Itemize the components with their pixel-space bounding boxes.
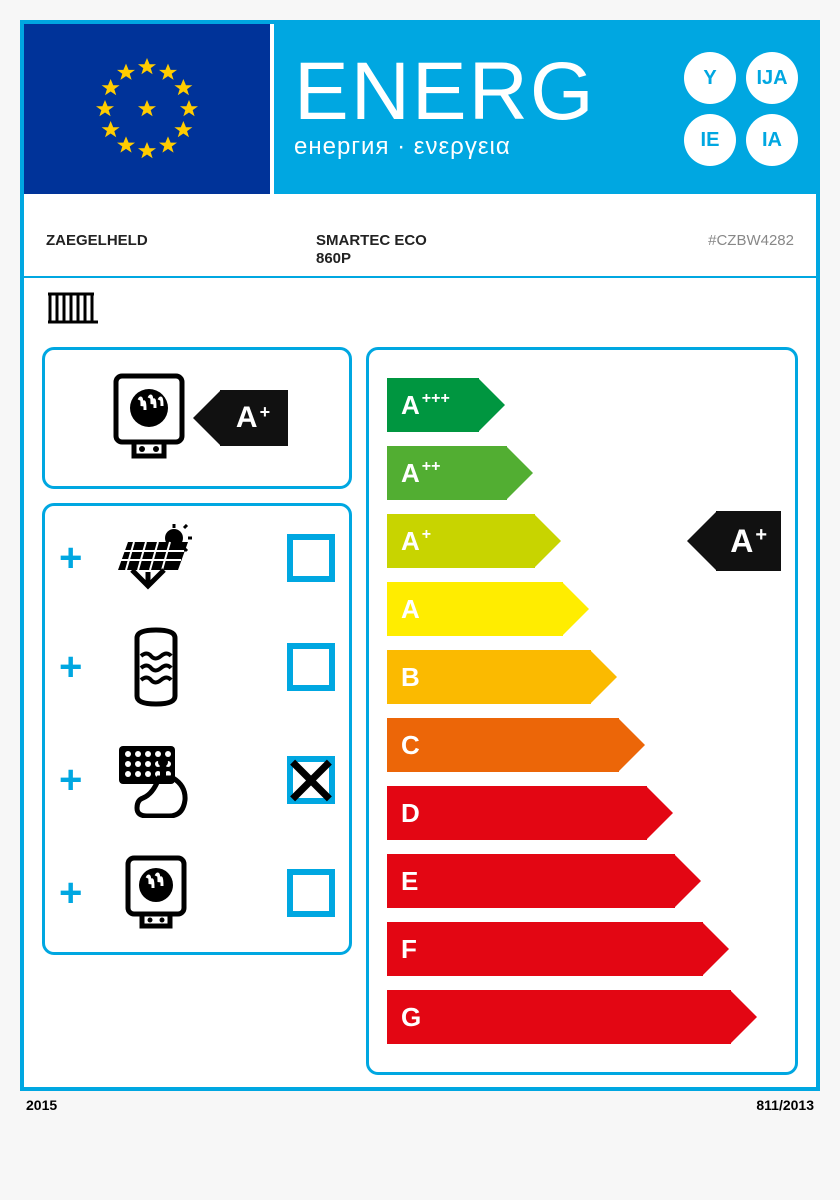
control-icon [101,742,211,818]
efficiency-scale-box: A+++ A++ A+ ABCDEFG A+ [366,347,798,1075]
language-badges: Y IJA IE IA [684,52,798,166]
product-code: #CZBW4282 [708,232,794,268]
energy-label: ENERG енергия · ενεργεια Y IJA IE IA ZAE… [20,20,820,1091]
package-heater-box: A+ [42,347,352,489]
solar-icon [101,524,211,592]
header: ENERG енергия · ενεργεια Y IJA IE IA [24,24,816,194]
option-solar: + [59,524,335,592]
plus-icon: + [59,871,101,916]
boiler-icon [106,370,192,466]
badge: IJA [746,52,798,104]
plus-icon: + [59,758,101,803]
checkbox [287,869,335,917]
checkbox-checked [287,756,335,804]
plus-icon: + [59,536,101,581]
model-name: SMARTEC ECO 860P [316,232,708,268]
scale-bar: F [387,922,703,976]
checkbox [287,643,335,691]
option-supplementary: + [59,852,335,934]
badge: IE [684,114,736,166]
eu-flag-svg [67,39,227,179]
year: 2015 [26,1097,57,1113]
scale-bar: E [387,854,675,908]
eu-flag [24,24,274,194]
badge: Y [684,52,736,104]
brand-name: ZAEGELHELD [46,232,316,268]
package-rating-tag: A+ [220,390,288,446]
scale-bar: D [387,786,647,840]
option-control: + [59,742,335,818]
scale-bar: A+++ [387,378,479,432]
checkbox [287,534,335,582]
energy-title-block: ENERG енергия · ενεργεια Y IJA IE IA [274,24,816,194]
plus-icon: + [59,645,101,690]
main-content: A+ + + [24,337,816,1087]
efficiency-scale: A+++ A++ A+ ABCDEFG [387,378,781,1044]
scale-bar: G [387,990,731,1044]
scale-bar: A [387,582,563,636]
radiator-icon [24,278,816,337]
tank-icon [101,626,211,708]
scale-bar: A+ [387,514,535,568]
rating-pointer: A+ [716,511,781,571]
energy-subtitle: енергия · ενεργεια [294,133,596,161]
option-tank: + [59,626,335,708]
energy-title: ENERG [294,57,596,127]
scale-bar: C [387,718,619,772]
left-column: A+ + + [42,347,352,1075]
product-info-row: ZAEGELHELD SMARTEC ECO 860P #CZBW4282 [24,194,816,278]
footer: 2015 811/2013 [20,1097,820,1115]
scale-bar: A++ [387,446,507,500]
scale-bar: B [387,650,591,704]
badge: IA [746,114,798,166]
options-box: + + [42,503,352,955]
regulation: 811/2013 [756,1097,814,1113]
supplementary-boiler-icon [101,852,211,934]
